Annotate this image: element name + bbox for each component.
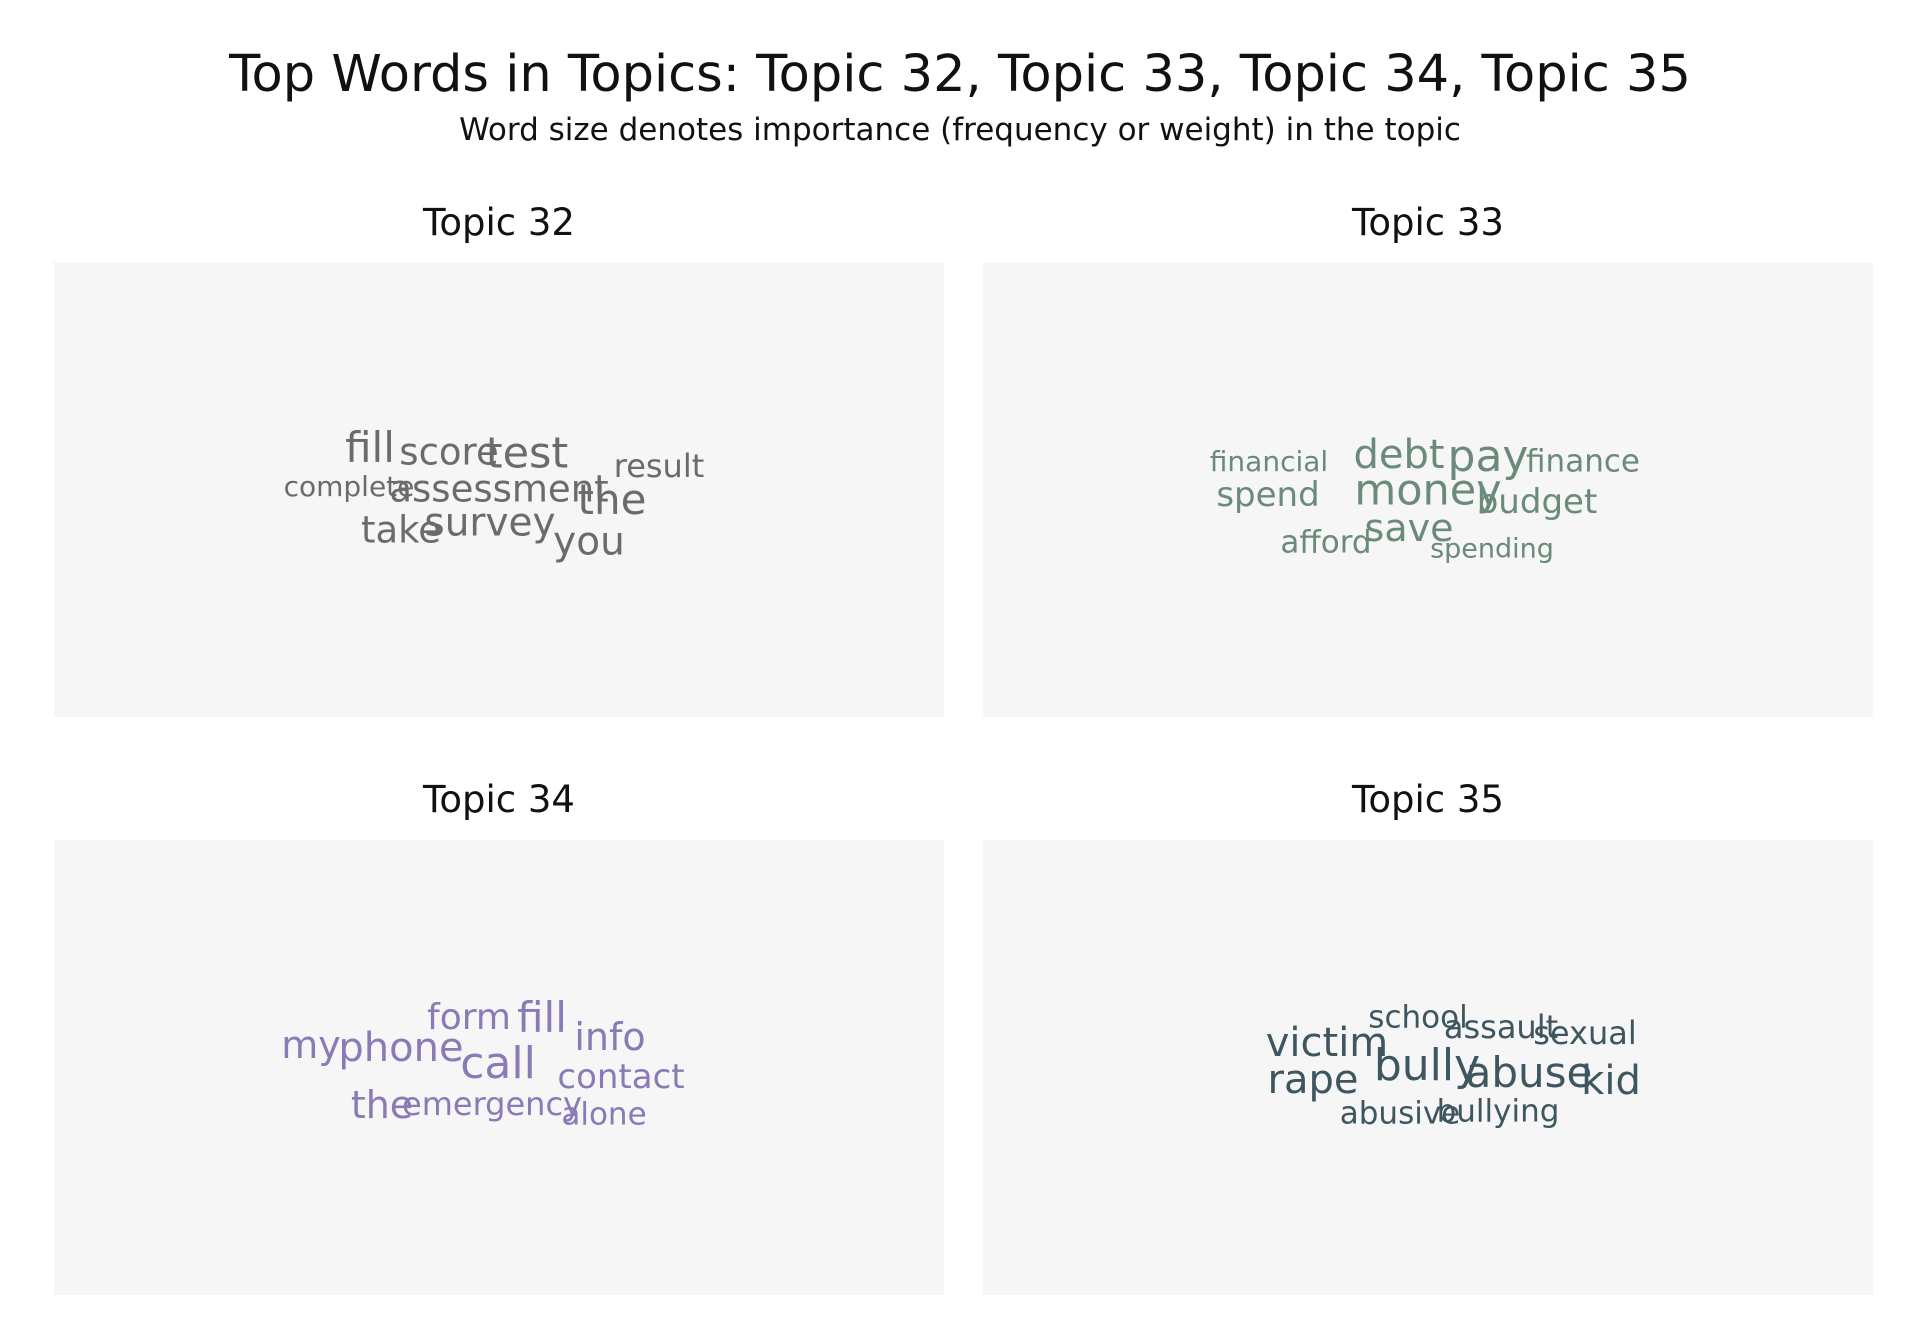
- panel-title-topic-33: Topic 33: [1352, 201, 1504, 244]
- word-assessment: assessment: [389, 467, 609, 511]
- word-survey: survey: [424, 500, 556, 546]
- wordcloud-panel-topic-32: fill score test result complete assessment the…: [54, 262, 944, 717]
- wordcloud-panel-topic-34: my phone form fill call info contact the emergen…: [54, 840, 944, 1295]
- word-bullying: bullying: [1436, 1093, 1560, 1130]
- word-finance: finance: [1526, 443, 1640, 480]
- word-contact: contact: [557, 1057, 685, 1097]
- word-abuse: abuse: [1465, 1048, 1593, 1097]
- chart-title: Top Words in Topics: Topic 32, Topic 33,…: [229, 45, 1691, 104]
- word-the: the: [577, 475, 647, 524]
- word-budget: budget: [1476, 482, 1598, 522]
- panel-title-topic-35: Topic 35: [1352, 778, 1504, 821]
- word-call: call: [460, 1038, 536, 1089]
- word-the: the: [350, 1083, 414, 1127]
- wordcloud-panel-topic-33: financial debt pay finance spend money budget a…: [983, 262, 1873, 717]
- word-fill: fill: [345, 423, 395, 472]
- word-financial: financial: [1209, 445, 1329, 478]
- word-alone: alone: [561, 1096, 647, 1133]
- word-emergency: emergency: [402, 1085, 582, 1123]
- word-info: info: [574, 1015, 646, 1059]
- wordcloud-panel-topic-35: victim school assault sexual rape bully abuse k…: [983, 840, 1873, 1295]
- word-fill: fill: [517, 993, 567, 1042]
- chart-subtitle: Word size denotes importance (frequency …: [459, 112, 1461, 148]
- word-test: test: [485, 428, 569, 479]
- word-spend: spend: [1216, 475, 1320, 515]
- word-victim: victim: [1265, 1020, 1389, 1066]
- word-pay: pay: [1447, 431, 1529, 482]
- word-result: result: [613, 447, 705, 485]
- word-money: money: [1354, 465, 1502, 516]
- word-complete: complete: [283, 470, 415, 503]
- word-you: you: [553, 519, 625, 565]
- word-abusive: abusive: [1339, 1095, 1461, 1132]
- panel-title-topic-34: Topic 34: [423, 778, 575, 821]
- word-sexual: sexual: [1533, 1014, 1637, 1052]
- word-spending: spending: [1430, 533, 1554, 565]
- word-phone: phone: [338, 1025, 464, 1071]
- word-assault: assault: [1443, 1008, 1559, 1046]
- word-rape: rape: [1267, 1057, 1359, 1103]
- panel-title-topic-32: Topic 32: [423, 201, 575, 244]
- word-afford: afford: [1280, 524, 1372, 561]
- word-debt: debt: [1353, 432, 1445, 478]
- word-school: school: [1368, 999, 1468, 1036]
- word-my: my: [281, 1023, 341, 1067]
- word-save: save: [1364, 506, 1454, 550]
- word-score: score: [399, 430, 499, 474]
- word-bully: bully: [1373, 1040, 1481, 1091]
- word-kid: kid: [1581, 1058, 1641, 1104]
- word-take: take: [360, 508, 442, 552]
- word-form: form: [427, 997, 511, 1038]
